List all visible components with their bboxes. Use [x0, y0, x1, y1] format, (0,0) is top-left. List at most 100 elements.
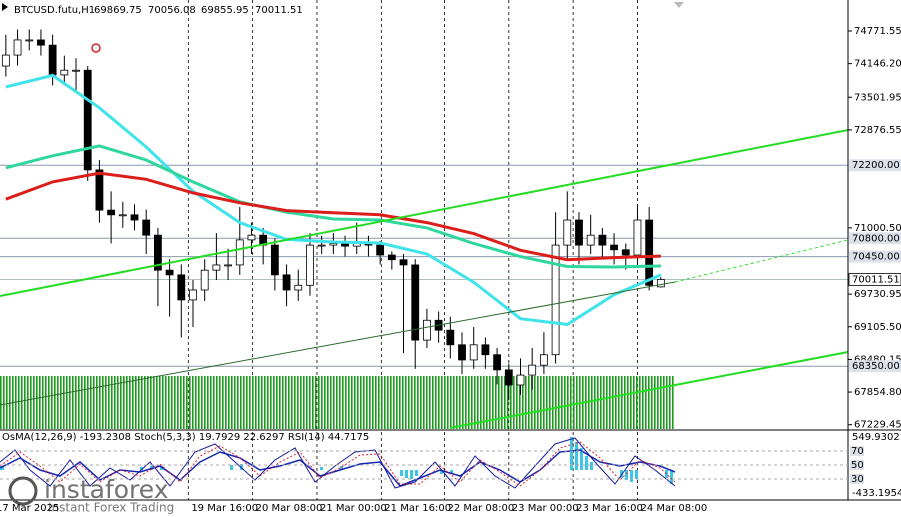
candle-body — [645, 219, 654, 286]
osc-level-box — [850, 446, 864, 456]
candle-body — [621, 249, 630, 256]
trend-line — [0, 281, 676, 406]
candle-body — [294, 284, 303, 291]
alert-icon — [91, 43, 101, 53]
x-tick-label: 19 Mar 16:00 — [191, 503, 258, 514]
candle-body — [458, 344, 466, 361]
candle-body — [411, 264, 420, 341]
stoch-main — [0, 437, 676, 489]
symbol-marker — [2, 3, 8, 11]
candle-body — [200, 269, 209, 291]
candle-body — [633, 219, 642, 256]
candle-body — [469, 344, 478, 361]
level-label: 72200.00 — [852, 160, 900, 171]
candle-body — [48, 44, 57, 76]
candle-body — [165, 269, 174, 276]
level-label-box — [849, 232, 901, 245]
candle-body — [37, 39, 45, 46]
watermark-text: instaforex — [44, 475, 169, 504]
ohlc-close: 70011.51 — [255, 5, 303, 16]
y-tick-label: 74771.55 — [854, 26, 901, 37]
candle-body — [13, 39, 22, 56]
candle-body — [481, 344, 490, 356]
candle-body — [25, 39, 34, 42]
y-tick-label: 73501.95 — [854, 92, 901, 103]
candle-body — [539, 354, 548, 366]
shift-marker — [674, 2, 684, 8]
candle-body — [224, 264, 232, 267]
price-panel — [1, 29, 665, 401]
x-tick-label: 17 Mar 2025 — [0, 503, 59, 514]
y-tick-label: 67229.45 — [854, 420, 901, 431]
osc-level-box — [850, 460, 864, 470]
candle-body — [118, 214, 127, 217]
candle-body — [329, 243, 338, 246]
candle-body — [154, 234, 162, 271]
candle-body — [446, 329, 455, 346]
watermark-logo — [8, 476, 38, 506]
price-label-box — [848, 273, 901, 286]
osc-level-label: 70 — [851, 446, 864, 457]
candle-body — [247, 234, 256, 241]
ohlc-high: 70056.08 — [148, 5, 196, 16]
y-tick-label: 71000.50 — [854, 223, 901, 234]
trend-line — [449, 351, 849, 429]
candle-body — [317, 244, 326, 247]
candle-body — [387, 254, 396, 261]
level-label-box — [849, 250, 901, 263]
x-tick-label: 23 Mar 16:00 — [576, 503, 643, 514]
level-label-box — [849, 159, 901, 172]
candle-body — [493, 354, 502, 371]
ohlc-open: 69869.75 — [94, 5, 142, 16]
candle-body — [516, 374, 525, 386]
osc-scale-label: -433.1954 — [852, 488, 901, 499]
candle-body — [528, 364, 537, 376]
candle-body — [95, 169, 104, 211]
osc-scale-label: 549.9302 — [852, 432, 900, 443]
candle-body — [563, 219, 572, 246]
candle-body — [270, 244, 279, 276]
ohlc-low: 69855.95 — [201, 5, 249, 16]
chart-title: BTCUSD.futu,H1 — [14, 5, 95, 16]
y-tick-label: 68480.15 — [854, 354, 901, 365]
candle-body — [83, 69, 92, 171]
y-tick-label: 69730.95 — [854, 289, 901, 300]
x-tick-label: 21 Mar 00:00 — [320, 503, 387, 514]
moving-average — [5, 73, 662, 326]
level-label: 68350.00 — [852, 361, 900, 372]
candle-body — [60, 69, 69, 76]
x-tick-label: 20 Mar 08:00 — [256, 503, 323, 514]
watermark: instaforex Instant Forex Trading — [8, 475, 174, 515]
candle-body — [610, 244, 618, 251]
level-label: 70450.00 — [852, 252, 900, 263]
candle-body — [399, 259, 408, 266]
candle-body — [598, 234, 607, 246]
candle-body — [376, 244, 385, 256]
candle-body — [235, 239, 244, 266]
x-tick-label: 22 Mar 08:00 — [447, 503, 514, 514]
moving-average — [5, 144, 661, 269]
candle-body — [177, 274, 186, 301]
osc-header: OsMA(12,26,9) -193.2308 Stoch(5,3,3) 19.… — [2, 432, 369, 443]
volume-bars — [0, 376, 675, 429]
y-tick-label: 74146.20 — [854, 59, 901, 70]
osc-level-label: 30 — [851, 474, 864, 485]
candle-body — [586, 234, 595, 246]
candle-body — [341, 243, 349, 247]
moving-average — [5, 171, 661, 262]
x-tick-label: 21 Mar 16:00 — [384, 503, 451, 514]
trend-line — [0, 129, 849, 297]
candle-body — [423, 319, 431, 341]
candle-body — [551, 244, 560, 356]
candle-body — [72, 69, 80, 72]
candle-body — [656, 279, 665, 288]
candle-body — [142, 219, 151, 236]
osc-level-label: 50 — [851, 460, 864, 471]
candle-body — [1, 54, 10, 67]
level-label-box — [849, 360, 901, 373]
x-tick-label: 24 Mar 08:00 — [640, 503, 707, 514]
candle-body — [282, 274, 291, 291]
osc-level-box — [850, 474, 864, 484]
